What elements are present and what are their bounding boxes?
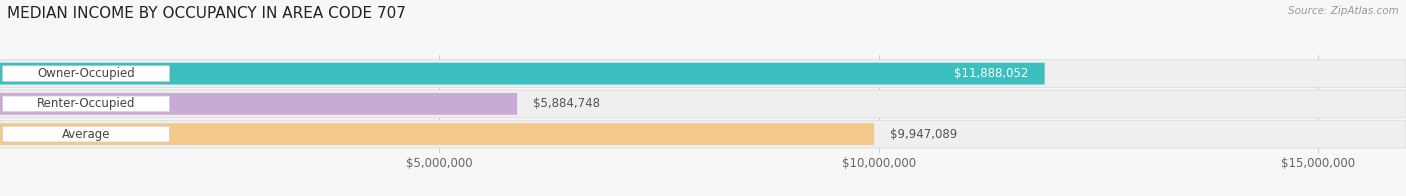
FancyBboxPatch shape [3,96,170,112]
FancyBboxPatch shape [0,120,1406,148]
FancyBboxPatch shape [3,66,170,82]
FancyBboxPatch shape [3,126,170,142]
Text: Average: Average [62,128,110,141]
Text: Renter-Occupied: Renter-Occupied [37,97,135,110]
Text: $11,888,052: $11,888,052 [955,67,1029,80]
Text: Owner-Occupied: Owner-Occupied [37,67,135,80]
FancyBboxPatch shape [0,123,875,145]
Text: MEDIAN INCOME BY OCCUPANCY IN AREA CODE 707: MEDIAN INCOME BY OCCUPANCY IN AREA CODE … [7,6,406,21]
FancyBboxPatch shape [0,93,517,115]
FancyBboxPatch shape [0,63,1045,84]
Text: Source: ZipAtlas.com: Source: ZipAtlas.com [1288,6,1399,16]
FancyBboxPatch shape [0,90,1406,118]
Text: $5,884,748: $5,884,748 [533,97,600,110]
FancyBboxPatch shape [0,60,1406,88]
Text: $9,947,089: $9,947,089 [890,128,957,141]
